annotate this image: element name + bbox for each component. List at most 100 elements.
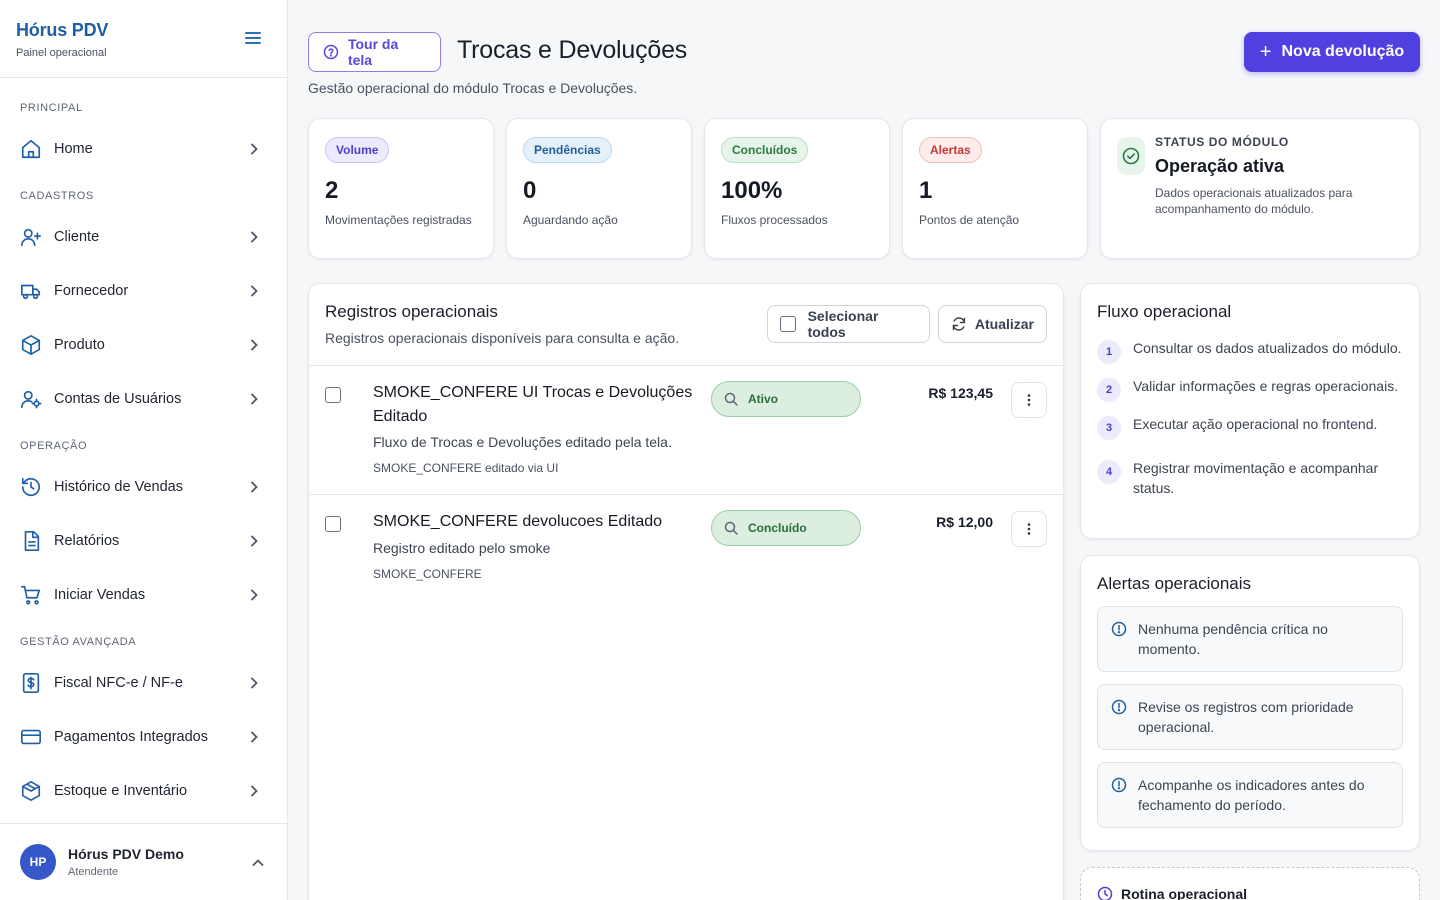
table-row[interactable]: SMOKE_CONFERE UI Trocas e Devoluções Edi…: [309, 366, 1063, 495]
chevron-right-icon: [247, 392, 261, 406]
chevron-right-icon: [247, 480, 261, 494]
user-role: Atendente: [68, 866, 119, 878]
sidebar-item-relatorios[interactable]: Relatórios: [0, 514, 287, 568]
step-number: 4: [1097, 460, 1121, 484]
step-text: Registrar movimentação e acompanhar stat…: [1133, 460, 1379, 496]
user-profile-bar[interactable]: HP Hórus PDV Demo Atendente: [0, 823, 287, 900]
sidebar-item-fiscal[interactable]: Fiscal NFC-e / NF-e: [0, 656, 287, 710]
brand-subtitle: Painel operacional: [16, 47, 107, 59]
sidebar-item-label: Pagamentos Integrados: [54, 729, 208, 745]
nav-section-principal: PRINCIPAL: [20, 102, 83, 114]
more-vertical-icon: [1027, 394, 1031, 406]
sidebar-item-pagamentos[interactable]: Pagamentos Integrados: [0, 710, 287, 764]
sidebar-item-label: Home: [54, 141, 93, 157]
sidebar-item-cliente[interactable]: Cliente: [0, 210, 287, 264]
stat-card-alertas: Alertas 1 Pontos de atenção: [902, 118, 1088, 259]
alerts-panel: Alertas operacionais Nenhuma pendência c…: [1080, 555, 1420, 851]
page-title: Trocas e Devoluções: [457, 36, 688, 64]
chevron-right-icon: [247, 338, 261, 352]
records-subtitle: Registros operacionais disponíveis para …: [325, 330, 680, 346]
chevron-right-icon: [247, 230, 261, 244]
new-return-button[interactable]: + Nova devolução: [1244, 32, 1420, 72]
stat-value: 0: [523, 177, 537, 204]
select-all-button[interactable]: Selecionar todos: [767, 305, 930, 343]
search-icon: [724, 392, 738, 406]
sidebar-item-label: Cliente: [54, 229, 100, 245]
records-header: Registros operacionais Registros operaci…: [309, 284, 1063, 366]
sidebar-item-home[interactable]: Home: [0, 122, 287, 176]
more-vertical-icon: [1027, 523, 1031, 535]
sidebar-item-iniciar-vendas[interactable]: Iniciar Vendas: [0, 568, 287, 622]
routine-title: Rotina operacional: [1121, 886, 1248, 900]
records-panel: Registros operacionais Registros operaci…: [308, 283, 1064, 900]
sidebar-item-label: Relatórios: [54, 533, 120, 549]
sidebar-item-produto[interactable]: Produto: [0, 318, 287, 372]
sidebar-item-label: Estoque e Inventário: [54, 783, 188, 799]
stat-badge: Pendências: [523, 137, 612, 163]
select-all-label: Selecionar todos: [807, 308, 879, 340]
stat-value: 2: [325, 177, 339, 204]
info-circle-icon: [1111, 621, 1127, 637]
sidebar: Hórus PDV Painel operacional PRINCIPAL H…: [0, 0, 288, 900]
stat-desc: Aguardando ação: [523, 213, 618, 227]
refresh-label: Atualizar: [974, 316, 1034, 332]
sidebar-item-contas-usuarios[interactable]: Contas de Usuários: [0, 372, 287, 426]
clock-icon: [1097, 886, 1113, 900]
status-badge: Ativo: [711, 381, 861, 417]
alert-text: Revise os registros com prioridade opera…: [1138, 699, 1354, 735]
sidebar-item-label: Fornecedor: [54, 283, 129, 299]
stat-desc: Movimentações registradas: [325, 213, 472, 227]
row-title: SMOKE_CONFERE devolucoes Editado: [373, 513, 663, 530]
card-icon: [20, 726, 42, 748]
sidebar-item-label: Produto: [54, 337, 105, 353]
row-actions-button[interactable]: [1011, 382, 1047, 418]
table-row[interactable]: SMOKE_CONFERE devolucoes Editado Registr…: [309, 495, 1063, 605]
alert-item: Revise os registros com prioridade opera…: [1097, 684, 1403, 750]
user-info: Hórus PDV Demo Atendente: [68, 846, 184, 878]
select-all-checkbox[interactable]: [780, 316, 796, 332]
alert-text: Acompanhe os indicadores antes do fecham…: [1138, 777, 1365, 813]
row-amount: R$ 12,00: [936, 514, 993, 530]
module-status-title: Operação ativa: [1155, 156, 1285, 176]
stat-badge: Concluídos: [721, 137, 809, 163]
row-description: Registro editado pelo smoke: [373, 540, 551, 556]
alert-text: Nenhuma pendência crítica no momento.: [1138, 621, 1328, 657]
sidebar-item-estoque[interactable]: Estoque e Inventário: [0, 764, 287, 818]
chevron-up-icon[interactable]: [251, 856, 265, 870]
row-description: Fluxo de Trocas e Devoluções editado pel…: [373, 434, 672, 450]
chevron-right-icon: [247, 784, 261, 798]
fiscal-icon: [20, 672, 42, 694]
module-status-label: STATUS DO MÓDULO: [1155, 135, 1289, 149]
nav-section-gestao: GESTÃO AVANÇADA: [20, 636, 137, 648]
hamburger-menu-icon[interactable]: [243, 28, 263, 48]
help-circle-icon: [323, 44, 339, 60]
nav-section-operacao: OPERAÇÃO: [20, 440, 88, 452]
alert-item: Nenhuma pendência crítica no momento.: [1097, 606, 1403, 672]
info-circle-icon: [1111, 777, 1127, 793]
cart-icon: [20, 584, 42, 606]
alert-item: Acompanhe os indicadores antes do fecham…: [1097, 762, 1403, 828]
status-label: Concluído: [748, 521, 807, 535]
refresh-button[interactable]: Atualizar: [938, 305, 1047, 343]
row-checkbox[interactable]: [325, 387, 341, 403]
sidebar-item-label: Fiscal NFC-e / NF-e: [54, 675, 183, 691]
box-icon: [20, 334, 42, 356]
row-checkbox[interactable]: [325, 516, 341, 532]
chevron-right-icon: [247, 676, 261, 690]
chevron-right-icon: [247, 142, 261, 156]
inventory-icon: [20, 780, 42, 802]
stat-badge: Alertas: [919, 137, 982, 163]
stat-card-concluidos: Concluídos 100% Fluxos processados: [704, 118, 890, 259]
tour-button-label: Tour da tela: [347, 36, 399, 68]
sidebar-item-fornecedor[interactable]: Fornecedor: [0, 264, 287, 318]
row-title: SMOKE_CONFERE UI Trocas e Devoluções Edi…: [373, 384, 693, 425]
tour-button[interactable]: Tour da tela: [308, 32, 441, 72]
step-number: 3: [1097, 416, 1121, 440]
user-gear-icon: [20, 388, 42, 410]
status-label: Ativo: [748, 392, 778, 406]
row-actions-button[interactable]: [1011, 511, 1047, 547]
brand-header: Hórus PDV Painel operacional: [0, 0, 287, 78]
nav-section-cadastros: CADASTROS: [20, 190, 94, 202]
avatar: HP: [20, 844, 56, 880]
sidebar-item-historico-vendas[interactable]: Histórico de Vendas: [0, 460, 287, 514]
